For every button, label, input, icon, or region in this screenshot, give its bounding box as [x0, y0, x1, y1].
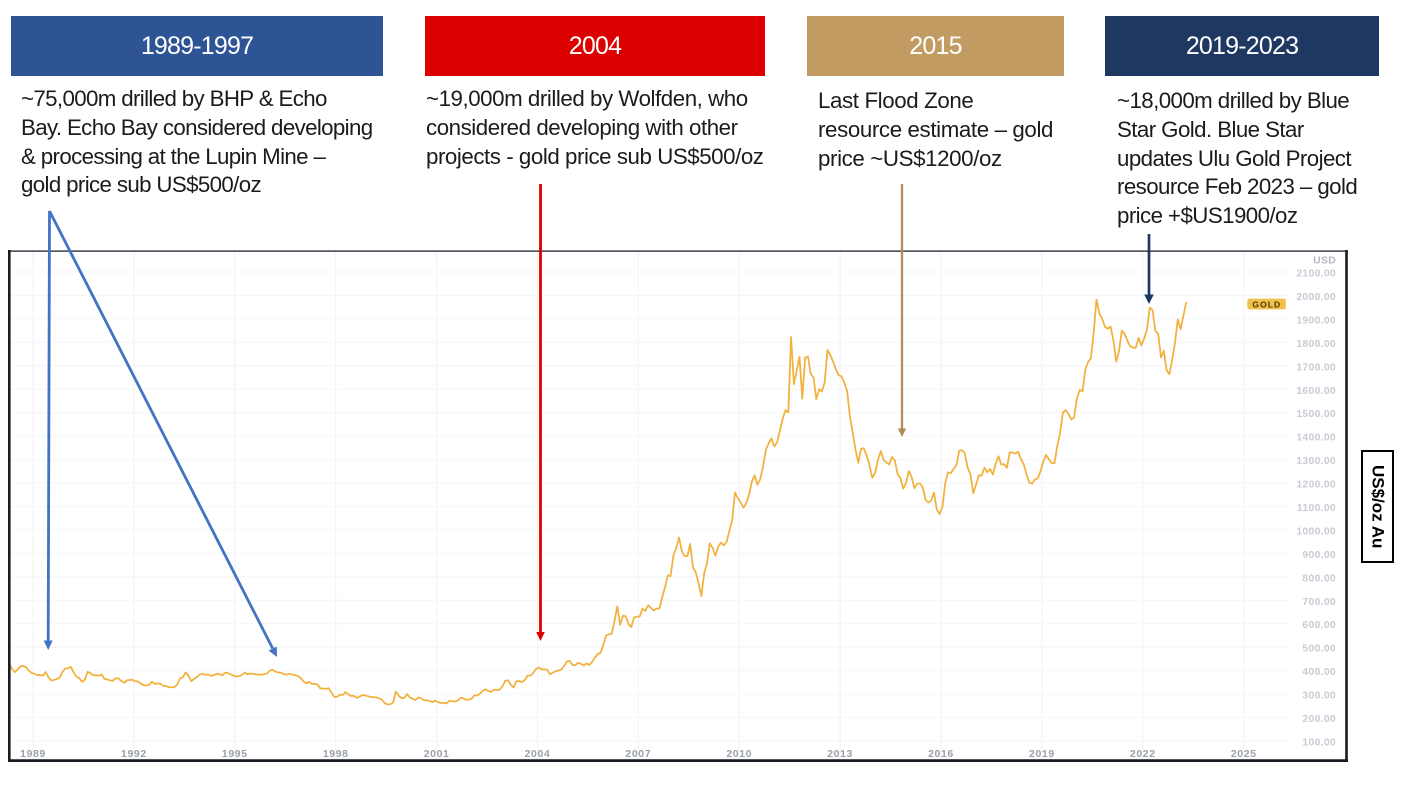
svg-text:1900.00: 1900.00 — [1296, 315, 1336, 326]
svg-text:1998: 1998 — [323, 748, 349, 760]
svg-text:1400.00: 1400.00 — [1296, 433, 1336, 444]
svg-text:2019: 2019 — [1029, 748, 1055, 760]
svg-text:300.00: 300.00 — [1302, 691, 1336, 702]
svg-text:1100.00: 1100.00 — [1297, 503, 1336, 514]
svg-text:400.00: 400.00 — [1302, 667, 1336, 678]
svg-text:GOLD: GOLD — [1252, 299, 1281, 309]
svg-text:900.00: 900.00 — [1302, 550, 1336, 561]
svg-text:1200.00: 1200.00 — [1296, 480, 1336, 491]
svg-text:2022: 2022 — [1130, 748, 1156, 760]
svg-text:2100.00: 2100.00 — [1296, 269, 1336, 280]
svg-text:2001: 2001 — [424, 748, 450, 760]
svg-text:2016: 2016 — [928, 748, 954, 760]
svg-text:2010: 2010 — [726, 748, 752, 760]
svg-text:1992: 1992 — [121, 748, 147, 760]
svg-text:500.00: 500.00 — [1302, 644, 1336, 655]
svg-text:1800.00: 1800.00 — [1296, 339, 1336, 350]
svg-text:1989: 1989 — [20, 748, 46, 760]
svg-text:200.00: 200.00 — [1302, 714, 1336, 725]
svg-text:1700.00: 1700.00 — [1296, 362, 1336, 373]
svg-text:2000.00: 2000.00 — [1296, 292, 1336, 303]
svg-text:USD: USD — [1313, 256, 1336, 267]
svg-text:1000.00: 1000.00 — [1296, 526, 1336, 537]
svg-text:1500.00: 1500.00 — [1296, 409, 1336, 420]
svg-text:1300.00: 1300.00 — [1296, 456, 1336, 467]
svg-text:1600.00: 1600.00 — [1296, 386, 1336, 397]
svg-text:2025: 2025 — [1231, 748, 1257, 760]
svg-text:1995: 1995 — [222, 748, 248, 760]
svg-text:800.00: 800.00 — [1302, 573, 1336, 584]
svg-text:100.00: 100.00 — [1302, 738, 1336, 749]
svg-text:2007: 2007 — [625, 748, 651, 760]
svg-text:700.00: 700.00 — [1302, 597, 1336, 608]
svg-text:600.00: 600.00 — [1302, 620, 1336, 631]
svg-text:2013: 2013 — [827, 748, 853, 760]
svg-text:2004: 2004 — [525, 748, 551, 760]
